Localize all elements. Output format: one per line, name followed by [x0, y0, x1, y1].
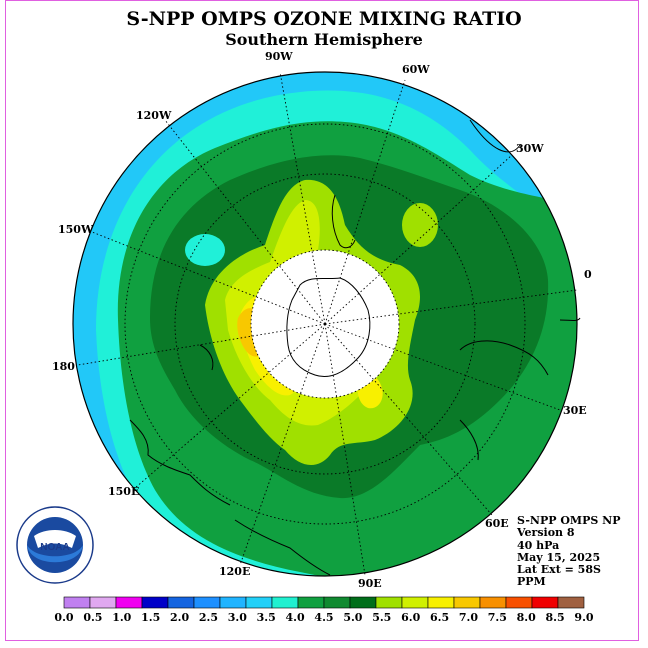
lon-label-90w: 90W [265, 50, 293, 63]
colorbar-swatch [323, 596, 351, 609]
colorbar-tick-label: 3.5 [257, 611, 276, 624]
colorbar-tick-label: 0.5 [83, 611, 102, 624]
colorbar-swatch [167, 596, 195, 609]
colorbar-ticks: 0.0 0.5 1.0 1.5 2.0 2.5 3.0 3.5 4.0 4.5 5.0 5.5 6.0 6… [54, 611, 593, 624]
colorbar-swatch [401, 596, 429, 609]
lon-label-60w: 60W [402, 63, 430, 76]
colorbar-tick-label: 5.5 [372, 611, 391, 624]
colorbar-swatch [505, 596, 533, 609]
figure-title: S-NPP OMPS OZONE MIXING RATIO [126, 8, 522, 30]
colorbar-swatch [479, 596, 507, 609]
lon-label-90e: 90E [358, 577, 382, 590]
colorbar-swatch [297, 596, 325, 609]
colorbar-tick-label: 3.0 [228, 611, 247, 624]
colorbar-tick-label: 5.0 [343, 611, 362, 624]
lon-label-150w: 150W [58, 223, 94, 236]
colorbar-tick-label: 4.0 [286, 611, 305, 624]
colorbar-tick-label: 2.0 [170, 611, 189, 624]
colorbar-tick-label: 8.0 [517, 611, 536, 624]
colorbar-tick-label: 6.0 [401, 611, 420, 624]
colorbar-swatch [89, 596, 117, 609]
info-block: S-NPP OMPS NP Version 8 40 hPa May 15, 2… [517, 514, 621, 589]
lon-label-30e: 30E [563, 404, 587, 417]
lon-label-30w: 30W [516, 142, 544, 155]
colorbar-swatches [63, 596, 585, 609]
figure-frame [5, 0, 639, 641]
figure-subtitle: Southern Hemisphere [225, 30, 423, 49]
zone-4.0-island [185, 234, 225, 266]
colorbar-tick-label: 0.0 [54, 611, 73, 624]
colorbar-tick-label: 2.5 [199, 611, 218, 624]
colorbar-swatch [557, 596, 585, 609]
colorbar-tick-label: 7.5 [488, 611, 507, 624]
colorbar-swatch [453, 596, 481, 609]
map-boundary [72, 71, 578, 577]
colorbar-tick-label: 7.0 [459, 611, 478, 624]
info-units: PPM [517, 575, 546, 589]
info-version: Version 8 [517, 526, 575, 540]
colorbar-swatch [349, 596, 377, 609]
colorbar-swatch [141, 596, 169, 609]
info-instrument: S-NPP OMPS NP [517, 514, 621, 527]
colorbar-swatch [531, 596, 559, 609]
info-level: 40 hPa [517, 538, 560, 552]
colorbar-tick-label: 1.0 [112, 611, 131, 624]
colorbar-tick-label: 1.5 [141, 611, 160, 624]
colorbar-tick-label: 8.5 [546, 611, 565, 624]
lon-label-150e: 150E [108, 485, 139, 498]
lon-label-120e: 120E [219, 565, 250, 578]
colorbar-swatch [115, 596, 143, 609]
lon-label-0: 0 [584, 268, 592, 281]
colorbar-swatch [375, 596, 403, 609]
logo-text: NOAA [40, 542, 69, 553]
lon-label-120w: 120W [136, 109, 172, 122]
longitude-labels: 90W 60W 30W 0 30E 60E 90E 120E 150E 180 … [52, 50, 592, 590]
graticule [77, 71, 578, 576]
lon-label-180: 180 [52, 360, 75, 373]
info-date: May 15, 2025 [517, 550, 601, 564]
colorbar-swatch [193, 596, 221, 609]
lon-label-60e: 60E [485, 517, 509, 530]
colorbar-swatch [245, 596, 273, 609]
colorbar-swatch [271, 596, 299, 609]
colorbar-tick-label: 9.0 [574, 611, 593, 624]
colorbar-swatch [427, 596, 455, 609]
colorbar-swatch [219, 596, 247, 609]
colorbar-tick-label: 4.5 [314, 611, 333, 624]
zone-5.5-island [402, 203, 438, 247]
info-lat-ext: Lat Ext = 58S [517, 563, 601, 577]
colorbar-tick-label: 6.5 [430, 611, 449, 624]
colorbar-swatch [63, 596, 91, 609]
noaa-logo: NOAA [16, 506, 94, 584]
